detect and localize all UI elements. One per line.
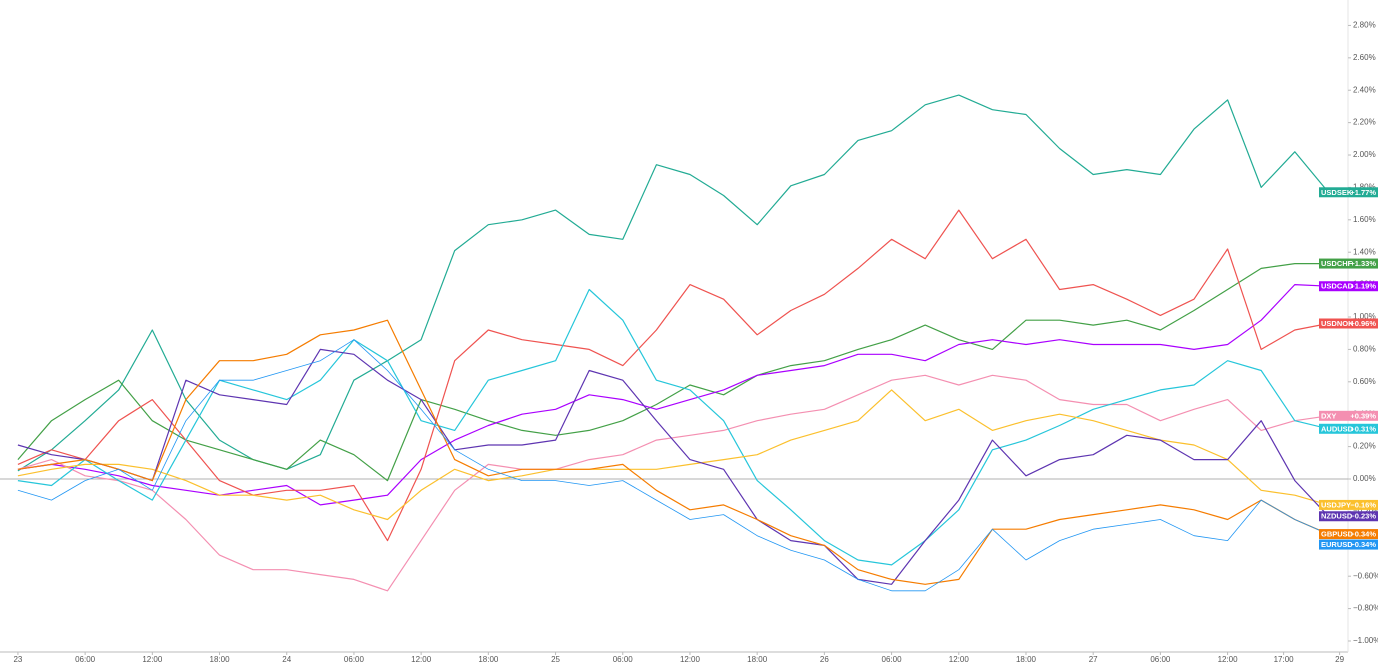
series-line [17,284,1329,506]
y-tick-label: 0.80% [1353,345,1376,354]
legend-box [1319,318,1378,329]
legend-box [1319,529,1378,540]
series-line [17,209,1329,542]
y-tick-label: −1.00% [1353,636,1378,645]
y-tick-label: 2.60% [1353,53,1376,62]
x-tick-label: 26 [820,655,829,664]
x-tick-label: 06:00 [613,655,634,664]
y-tick-label: 2.00% [1353,150,1376,159]
y-tick-label: 2.40% [1353,85,1376,94]
x-tick-label: 29 [1335,655,1344,664]
x-tick-label: 12:00 [1218,655,1239,664]
legend-value: +1.19% [1350,282,1376,291]
series-line [17,339,1329,592]
x-tick-label: 18:00 [478,655,499,664]
y-tick-label: 1.00% [1353,312,1376,321]
x-tick-label: 12:00 [949,655,970,664]
y-tick-label: 1.60% [1353,215,1376,224]
legend-value: −0.34% [1350,530,1376,539]
y-tick-label: −0.60% [1353,571,1378,580]
legend-name: USDSEK [1321,188,1353,197]
series-line [17,389,1329,521]
x-tick-label: 12:00 [411,655,432,664]
x-tick-label: 18:00 [1016,655,1037,664]
legend-name: GBPUSD [1321,530,1354,539]
legend-box [1319,511,1378,522]
legend-box [1319,258,1378,269]
series-line [17,319,1329,585]
series-line [17,374,1329,592]
y-tick-label: 0.60% [1353,377,1376,386]
legend-name: USDCAD [1321,282,1354,291]
series-line [17,288,1329,566]
x-tick-label: 18:00 [210,655,231,664]
x-tick-label: 06:00 [882,655,903,664]
legend-value: +1.77% [1350,188,1376,197]
y-tick-label: 2.80% [1353,21,1376,30]
series-line [17,263,1329,482]
series-line [17,348,1329,585]
y-tick-label: 1.80% [1353,183,1376,192]
legend-value: −0.34% [1350,540,1376,549]
y-tick-label: 1.40% [1353,247,1376,256]
x-tick-label: 06:00 [344,655,365,664]
x-tick-label: 27 [1089,655,1098,664]
legend-name: USDNOK [1321,319,1354,328]
x-tick-label: 12:00 [680,655,701,664]
legend-name: AUDUSD [1321,424,1354,433]
legend-name: EURUSD [1321,540,1353,549]
legend-name: NZDUSD [1321,512,1353,521]
legend-name: USDCHF [1321,259,1353,268]
y-tick-label: −0.20% [1353,507,1378,516]
x-tick-label: 06:00 [1150,655,1171,664]
x-tick-label: 12:00 [142,655,163,664]
series-line [17,94,1329,472]
legend-box [1319,410,1378,421]
legend-value: −0.16% [1350,500,1376,509]
legend-name: USDJPY [1321,500,1351,509]
legend-value: +0.31% [1350,424,1376,433]
legend-value: +0.39% [1350,411,1376,420]
legend-value: +1.33% [1350,259,1376,268]
legend-box [1319,187,1378,198]
x-tick-label: 17:00 [1274,655,1295,664]
legend-box [1319,499,1378,510]
x-tick-label: 18:00 [747,655,768,664]
legend-value: +0.96% [1350,319,1376,328]
x-tick-label: 06:00 [75,655,96,664]
x-tick-label: 23 [13,655,22,664]
y-tick-label: −0.80% [1353,604,1378,613]
x-tick-label: 24 [282,655,291,664]
y-tick-label: 2.20% [1353,118,1376,127]
legend-value: −0.23% [1350,512,1376,521]
legend-box [1319,539,1378,550]
y-tick-label: 0.20% [1353,442,1376,451]
legend-box [1319,423,1378,434]
legend-name: DXY [1321,411,1336,420]
legend-box [1319,281,1378,292]
x-tick-label: 25 [551,655,560,664]
y-tick-label: 0.00% [1353,474,1376,483]
